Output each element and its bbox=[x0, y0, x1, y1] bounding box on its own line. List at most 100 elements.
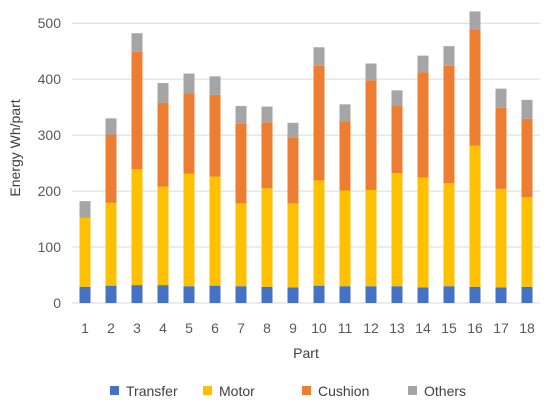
bar-others-part-9 bbox=[287, 122, 299, 138]
bar-motor-part-13 bbox=[391, 173, 403, 287]
bar-cushion-part-18 bbox=[521, 118, 533, 198]
x-tick-labels: 1 2 3 4 5 6 7 8 9 10 11 12 13 14 15 16 17 18 bbox=[81, 320, 535, 336]
bar-motor-part-10 bbox=[313, 180, 325, 286]
x-tick-label: 17 bbox=[493, 320, 509, 336]
x-tick-label: 16 bbox=[467, 320, 483, 336]
bar-cushion-part-15 bbox=[443, 65, 455, 184]
x-tick-label: 18 bbox=[519, 320, 535, 336]
x-tick-label: 9 bbox=[289, 320, 297, 336]
bar-motor-part-7 bbox=[235, 203, 247, 287]
bar-others-part-1 bbox=[79, 201, 91, 218]
bar-others-part-14 bbox=[417, 55, 429, 73]
bar-transfer-part-16 bbox=[469, 286, 481, 303]
bar-others-part-8 bbox=[261, 106, 273, 123]
bar-cushion-part-12 bbox=[365, 80, 377, 190]
legend-swatch-others bbox=[408, 386, 417, 395]
x-axis-label: Part bbox=[293, 345, 319, 361]
bar-cushion-part-10 bbox=[313, 65, 325, 181]
x-tick-label: 11 bbox=[338, 320, 353, 336]
bar-motor-part-3 bbox=[131, 169, 143, 286]
bar-transfer-part-12 bbox=[365, 286, 377, 303]
bar-transfer-part-14 bbox=[417, 287, 429, 303]
bar-motor-part-6 bbox=[209, 176, 221, 286]
bar-transfer-part-15 bbox=[443, 286, 455, 303]
x-tick-label: 8 bbox=[263, 320, 271, 336]
bar-others-part-11 bbox=[339, 104, 351, 122]
bar-others-part-5 bbox=[183, 73, 195, 94]
bars bbox=[79, 11, 533, 303]
bar-others-part-6 bbox=[209, 76, 221, 95]
y-tick-label: 500 bbox=[38, 15, 62, 31]
bar-transfer-part-1 bbox=[79, 286, 91, 303]
y-tick-labels: 0 100 200 300 400 500 bbox=[38, 15, 62, 311]
bar-cushion-part-9 bbox=[287, 137, 299, 204]
bar-motor-part-17 bbox=[495, 188, 507, 288]
bar-transfer-part-17 bbox=[495, 287, 507, 303]
bar-others-part-18 bbox=[521, 99, 533, 119]
bar-cushion-part-7 bbox=[235, 123, 247, 204]
bar-transfer-part-7 bbox=[235, 286, 247, 303]
x-tick-label: 10 bbox=[311, 320, 327, 336]
bar-motor-part-12 bbox=[365, 189, 377, 287]
bar-motor-part-14 bbox=[417, 177, 429, 288]
bar-transfer-part-13 bbox=[391, 286, 403, 303]
bar-transfer-part-5 bbox=[183, 286, 195, 303]
bar-cushion-part-5 bbox=[183, 93, 195, 174]
bar-motor-part-18 bbox=[521, 197, 533, 287]
bar-motor-part-16 bbox=[469, 145, 481, 287]
bar-transfer-part-10 bbox=[313, 285, 325, 303]
x-tick-label: 13 bbox=[389, 320, 405, 336]
bar-motor-part-15 bbox=[443, 183, 455, 287]
legend-swatch-motor bbox=[203, 386, 212, 395]
bar-others-part-12 bbox=[365, 63, 377, 81]
bar-transfer-part-3 bbox=[131, 285, 143, 303]
legend-label-cushion: Cushion bbox=[318, 383, 369, 399]
y-tick-label: 300 bbox=[38, 127, 62, 143]
x-tick-label: 4 bbox=[159, 320, 167, 336]
bar-transfer-part-4 bbox=[157, 285, 169, 303]
bar-motor-part-2 bbox=[105, 202, 117, 286]
bar-motor-part-5 bbox=[183, 173, 195, 287]
y-tick-label: 0 bbox=[53, 295, 61, 311]
legend-label-motor: Motor bbox=[219, 383, 255, 399]
bar-cushion-part-3 bbox=[131, 51, 143, 170]
bar-transfer-part-18 bbox=[521, 286, 533, 303]
bar-others-part-7 bbox=[235, 106, 247, 124]
legend-label-transfer: Transfer bbox=[126, 383, 178, 399]
x-tick-label: 2 bbox=[107, 320, 115, 336]
bar-transfer-part-9 bbox=[287, 287, 299, 303]
y-tick-label: 400 bbox=[38, 71, 62, 87]
bar-motor-part-11 bbox=[339, 190, 351, 287]
bar-cushion-part-11 bbox=[339, 121, 351, 191]
bar-cushion-part-16 bbox=[469, 29, 481, 146]
bar-transfer-part-11 bbox=[339, 286, 351, 303]
bar-others-part-15 bbox=[443, 46, 455, 66]
x-tick-label: 1 bbox=[81, 320, 89, 336]
x-tick-label: 5 bbox=[185, 320, 193, 336]
x-tick-label: 14 bbox=[415, 320, 431, 336]
x-tick-label: 15 bbox=[441, 320, 457, 336]
gridlines bbox=[72, 22, 540, 304]
bar-motor-part-1 bbox=[79, 217, 91, 287]
bar-cushion-part-8 bbox=[261, 122, 273, 189]
bar-cushion-part-14 bbox=[417, 72, 429, 178]
bar-cushion-part-17 bbox=[495, 107, 507, 189]
bar-others-part-10 bbox=[313, 47, 325, 66]
bar-cushion-part-13 bbox=[391, 106, 403, 174]
legend-swatch-cushion bbox=[302, 386, 311, 395]
bar-cushion-part-6 bbox=[209, 94, 221, 177]
bar-others-part-17 bbox=[495, 88, 507, 108]
legend-swatch-transfer bbox=[110, 386, 119, 395]
bar-others-part-2 bbox=[105, 118, 117, 135]
bar-motor-part-9 bbox=[287, 203, 299, 288]
y-tick-label: 100 bbox=[38, 239, 62, 255]
x-tick-label: 6 bbox=[211, 320, 219, 336]
bar-transfer-part-2 bbox=[105, 285, 117, 303]
legend: Transfer Motor Cushion Others bbox=[110, 383, 466, 399]
x-tick-label: 7 bbox=[237, 320, 245, 336]
bar-cushion-part-2 bbox=[105, 134, 117, 203]
y-axis-label: Energy Wh/part bbox=[7, 99, 23, 196]
bar-others-part-13 bbox=[391, 90, 403, 107]
legend-label-others: Others bbox=[424, 383, 466, 399]
bar-transfer-part-6 bbox=[209, 285, 221, 303]
